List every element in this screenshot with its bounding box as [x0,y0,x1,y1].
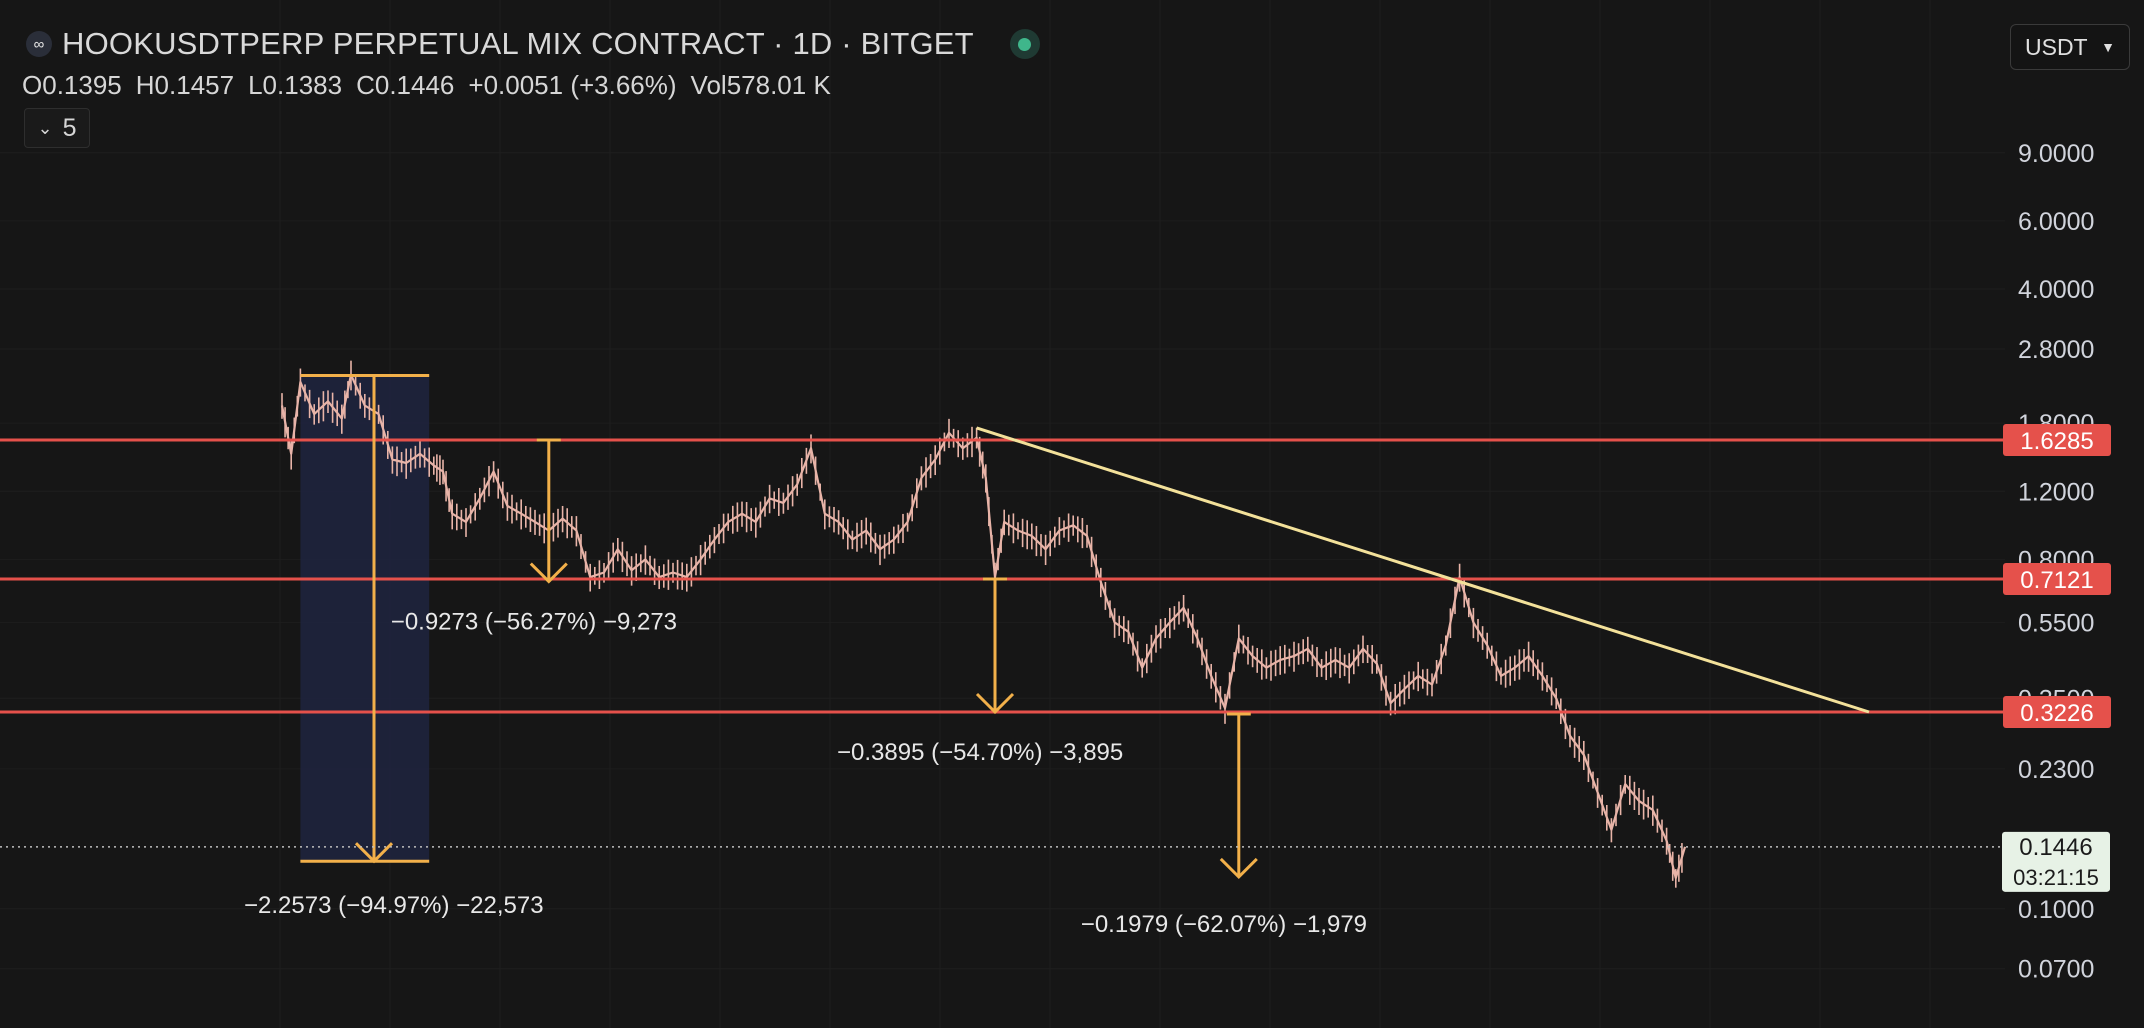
ohlc-legend: O0.1395 H0.1457 L0.1383 C0.1446 +0.0051 … [22,70,831,100]
low-value: 0.1383 [262,70,343,100]
bar-countdown-label: 03:21:15 [2013,865,2099,890]
level-price-tag [2003,562,2111,595]
indicators-count: 5 [62,113,77,142]
y-tick-label: 4.0000 [2018,276,2094,304]
y-tick-label: 0.5500 [2018,609,2094,637]
volume-value: 578.01 K [726,70,831,100]
market-status-icon[interactable] [1009,29,1040,59]
open-value: 0.1395 [42,70,122,100]
price-series-line [280,373,1687,880]
chevron-down-icon: ▼ [2101,39,2115,55]
level-price-label: 1.6285 [2020,428,2093,455]
chart-header: ∞ HOOKUSDTPERP PERPETUAL MIX CONTRACT · … [26,26,1040,62]
y-tick-label: 0.1000 [2018,896,2094,924]
level-price-label: 0.7121 [2020,567,2093,594]
measurement-label: −0.3895 (−54.70%) −3,895 [837,739,1123,766]
y-tick-label: 9.0000 [2018,140,2094,168]
symbol-logo-icon: ∞ [26,31,52,57]
y-tick-label: 0.2300 [2018,756,2094,784]
level-price-tag [2003,696,2111,728]
close-value: 0.1446 [374,70,455,100]
high-value: 0.1457 [154,70,235,100]
symbol-title: HOOKUSDTPERP PERPETUAL MIX CONTRACT · 1D… [62,26,974,61]
measurement-shade [300,375,430,862]
currency-value: USDT [2025,33,2088,60]
measurement-arrowhead [529,562,568,584]
measurement-label: −0.9273 (−56.27%) −9,273 [391,609,677,636]
level-price-tag [2003,424,2111,456]
measurement-label: −2.2573 (−94.97%) −22,573 [244,892,544,919]
measurement-label: −0.1979 (−62.07%) −1,979 [1081,911,1367,938]
currency-select[interactable]: USDT ▼ [2010,24,2130,70]
y-tick-label: 2.8000 [2018,336,2094,364]
measurement-arrowhead [975,692,1015,715]
chevron-down-icon: ⌄ [37,117,53,138]
descending-trendline [976,426,1870,714]
current-price-tag [2002,831,2110,892]
measurement-arrowhead [1219,857,1258,880]
y-tick-label: 0.0700 [2018,956,2094,984]
measurement-arrowhead [354,842,394,864]
indicators-toggle-button[interactable]: ⌄ 5 [24,108,90,148]
change-value: +0.0051 (+3.66%) [468,70,677,100]
current-price-label: 0.1446 [2019,834,2092,861]
y-tick-label: 6.0000 [2018,208,2094,236]
y-tick-label: 1.2000 [2018,478,2094,506]
level-price-label: 0.3226 [2020,700,2093,727]
